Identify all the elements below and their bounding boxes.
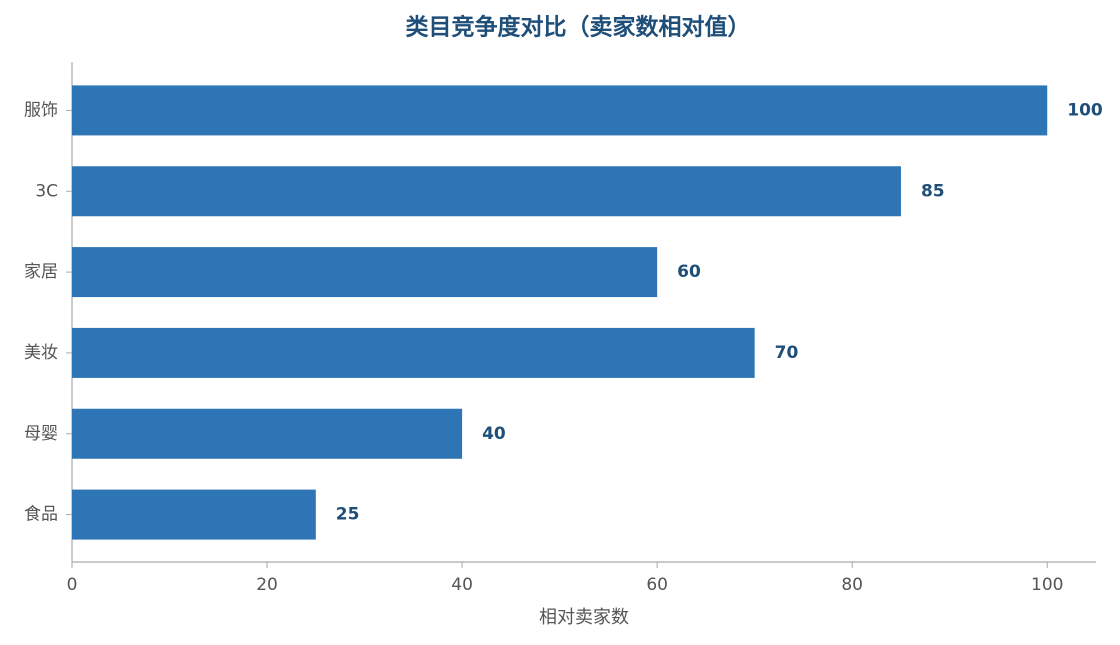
bar bbox=[72, 85, 1048, 136]
bar bbox=[72, 247, 658, 298]
x-tick-label: 60 bbox=[646, 575, 668, 595]
x-axis-title: 相对卖家数 bbox=[539, 607, 629, 628]
value-label: 100 bbox=[1067, 100, 1103, 120]
y-tick-label: 家居 bbox=[24, 262, 58, 282]
y-tick-label: 母婴 bbox=[24, 424, 58, 444]
bar bbox=[72, 327, 755, 378]
x-tick-label: 80 bbox=[841, 575, 863, 595]
value-label: 85 bbox=[921, 181, 945, 201]
value-label: 40 bbox=[482, 424, 506, 444]
y-tick-label: 3C bbox=[35, 181, 58, 201]
y-tick-label: 服饰 bbox=[24, 100, 58, 120]
value-label: 70 bbox=[775, 343, 799, 363]
y-tick-label: 美妆 bbox=[24, 343, 58, 363]
value-label: 60 bbox=[677, 262, 701, 282]
bar bbox=[72, 489, 316, 540]
x-tick-label: 100 bbox=[1031, 575, 1063, 595]
value-label: 25 bbox=[336, 505, 360, 525]
bar bbox=[72, 408, 463, 459]
chart-title: 类目竞争度对比（卖家数相对值） bbox=[406, 14, 751, 41]
x-tick-label: 0 bbox=[67, 575, 78, 595]
x-tick-label: 40 bbox=[451, 575, 473, 595]
y-tick-label: 食品 bbox=[24, 505, 58, 525]
x-tick-label: 20 bbox=[256, 575, 278, 595]
bar bbox=[72, 166, 901, 217]
